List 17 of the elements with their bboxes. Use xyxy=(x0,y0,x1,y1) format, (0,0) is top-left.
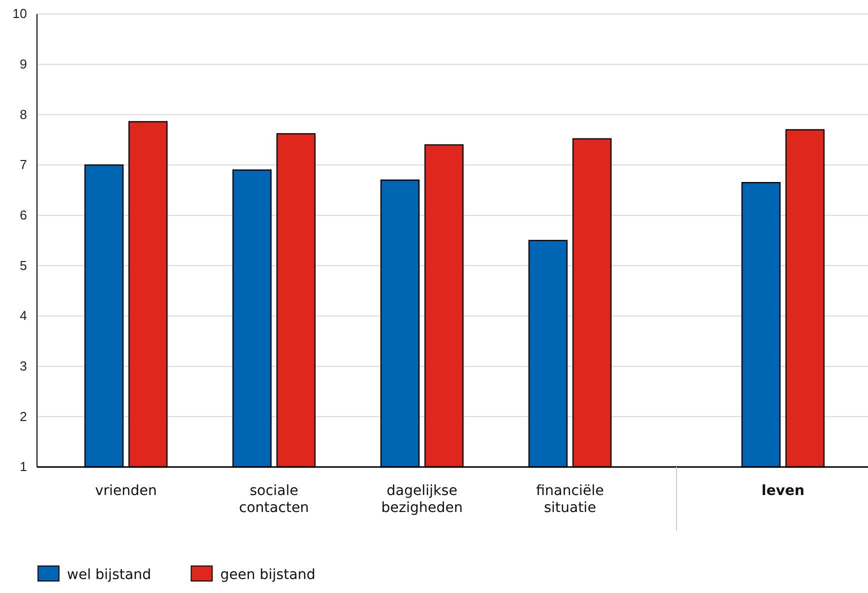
x-tick-label: dagelijkse bezigheden xyxy=(381,483,463,516)
y-tick-label: 1 xyxy=(20,459,27,474)
y-tick-label: 7 xyxy=(20,157,27,172)
y-tick-label: 2 xyxy=(20,408,27,424)
x-tick-label: sociale contacten xyxy=(239,483,309,516)
y-tick-label: 10 xyxy=(12,6,27,22)
y-tick-label: 8 xyxy=(20,106,27,122)
y-tick-label: 5 xyxy=(20,258,27,273)
x-tick-label: vrienden xyxy=(95,483,157,499)
y-tick-label: 3 xyxy=(20,358,27,374)
x-tick-label: financiële situatie xyxy=(536,483,604,516)
x-tick-label: leven xyxy=(762,483,804,499)
legend-label: geen bijstand xyxy=(220,567,316,583)
y-tick-label: 6 xyxy=(20,207,27,222)
y-tick-label: 4 xyxy=(20,308,27,324)
y-tick-label: 9 xyxy=(20,56,27,72)
legend-label: wel bijstand xyxy=(67,567,152,583)
